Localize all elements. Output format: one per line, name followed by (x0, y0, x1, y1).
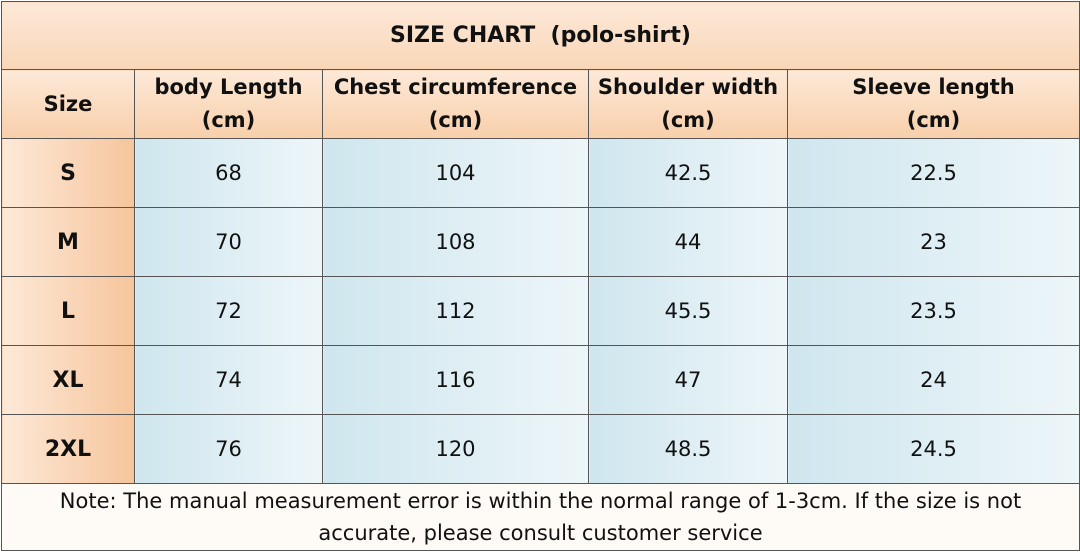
value-cell: 24.5 (787, 414, 1080, 484)
value-cell: 72 (134, 276, 323, 346)
value-cell: 76 (134, 414, 323, 484)
value-cell: 74 (134, 345, 323, 415)
value-cell: 120 (322, 414, 589, 484)
value-cell: 48.5 (588, 414, 788, 484)
value-cell: 22.5 (787, 138, 1080, 208)
size-cell: M (1, 207, 135, 277)
size-cell: XL (1, 345, 135, 415)
header-name: body Length (154, 75, 303, 99)
title: SIZE CHART (polo-shirt) (1, 1, 1080, 70)
value-cell: 104 (322, 138, 589, 208)
row: S 68 104 42.5 22.5 (1, 138, 1080, 208)
header-name: Size (43, 91, 93, 116)
row: M 70 108 44 23 (1, 207, 1080, 277)
header-name: Chest circumference (333, 75, 578, 99)
header-unit: (cm) (661, 108, 715, 132)
size-cell: L (1, 276, 135, 346)
value-cell: 108 (322, 207, 589, 277)
header-cell: Chest circumference (cm) (322, 69, 589, 139)
row: L 72 112 45.5 23.5 (1, 276, 1080, 346)
value-cell: 70 (134, 207, 323, 277)
row: XL 74 116 47 24 (1, 345, 1080, 415)
header-unit: (cm) (428, 108, 483, 132)
value-cell: 23.5 (787, 276, 1080, 346)
header-unit: (cm) (906, 108, 961, 132)
header-cell: Size (1, 69, 135, 139)
value-cell: 42.5 (588, 138, 788, 208)
value-cell: 45.5 (588, 276, 788, 346)
value-cell: 68 (134, 138, 323, 208)
value-cell: 24 (787, 345, 1080, 415)
size-cell: S (1, 138, 135, 208)
header-name: Sleeve length (852, 75, 1015, 99)
header-cell: Sleeve length (cm) (787, 69, 1080, 139)
header-cell: Shoulder width (cm) (588, 69, 788, 139)
note: Note: The manual measurement error is wi… (1, 483, 1080, 551)
value-cell: 23 (787, 207, 1080, 277)
row: 2XL 76 120 48.5 24.5 (1, 414, 1080, 484)
size-cell: 2XL (1, 414, 135, 484)
value-cell: 112 (322, 276, 589, 346)
value-cell: 116 (322, 345, 589, 415)
header-cell: body Length (cm) (134, 69, 323, 139)
header-unit: (cm) (201, 108, 256, 132)
value-cell: 44 (588, 207, 788, 277)
value-cell: 47 (588, 345, 788, 415)
header-name: Shoulder width (597, 75, 779, 99)
